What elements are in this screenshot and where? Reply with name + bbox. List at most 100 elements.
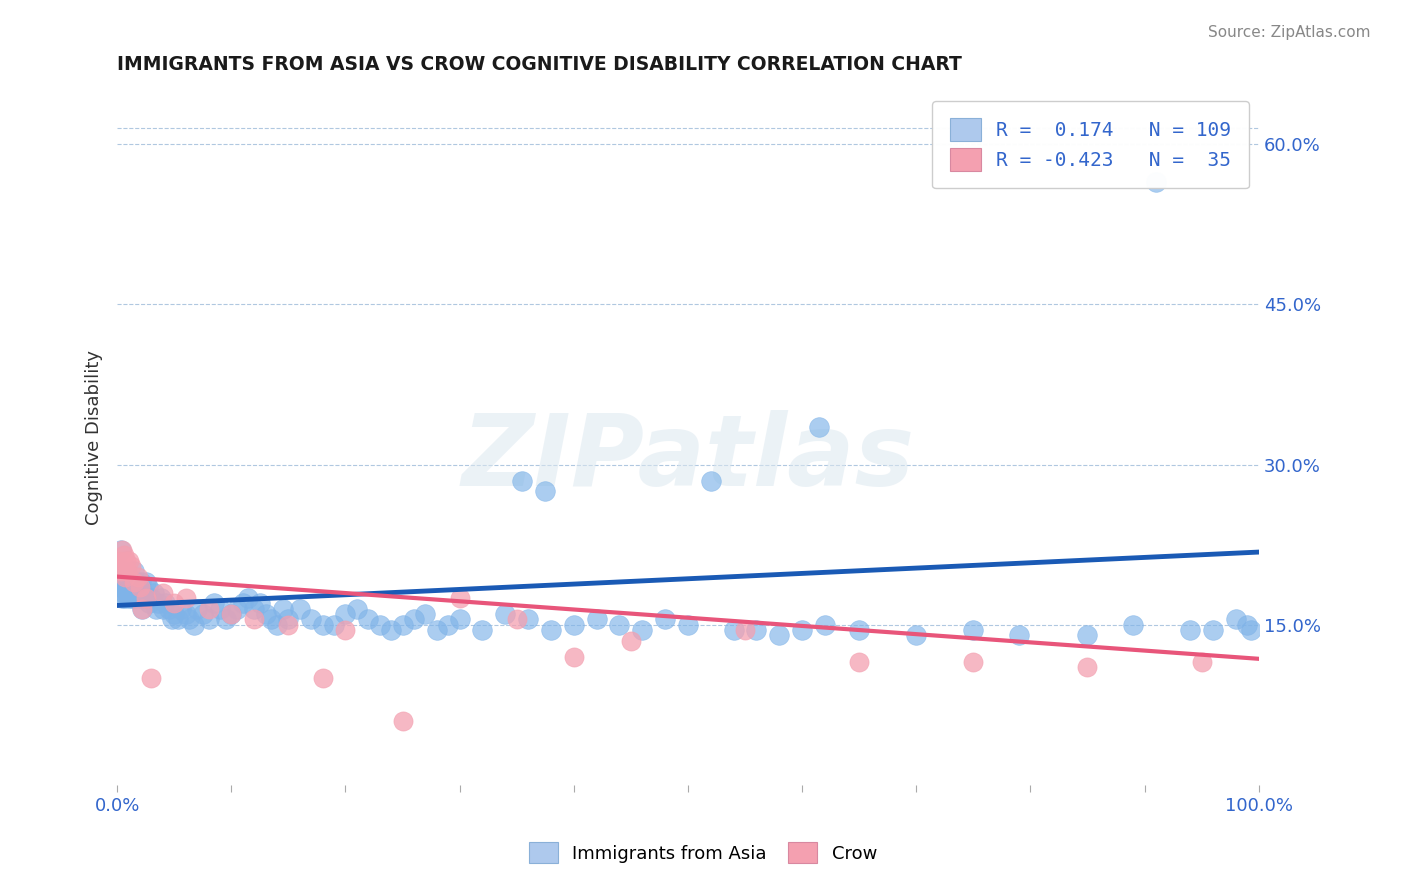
Point (118, 580, 141, 594)
Point (138, 596, 160, 610)
Point (226, 601, 249, 615)
Point (506, 612, 529, 626)
Point (562, 649, 585, 664)
Point (136, 580, 159, 594)
Point (1144, 175, 1167, 189)
Point (449, 612, 471, 626)
Point (124, 580, 146, 594)
Point (124, 591, 146, 605)
Point (117, 574, 139, 589)
Point (111, 564, 134, 578)
Point (145, 601, 167, 615)
Point (1076, 660, 1098, 674)
Point (160, 612, 183, 626)
Legend: R =  0.174   N = 109, R = -0.423   N =  35: R = 0.174 N = 109, R = -0.423 N = 35 (932, 101, 1249, 188)
Point (112, 585, 135, 599)
Point (111, 591, 134, 605)
Point (323, 617, 346, 632)
Point (114, 591, 136, 605)
Point (117, 564, 139, 578)
Point (148, 596, 170, 610)
Point (426, 623, 449, 637)
Point (174, 607, 197, 621)
Point (124, 574, 146, 589)
Point (391, 714, 413, 728)
Point (277, 617, 299, 632)
Point (127, 580, 149, 594)
Point (299, 612, 322, 626)
Point (723, 623, 745, 637)
Point (449, 591, 471, 605)
Legend: Immigrants from Asia, Crow: Immigrants from Asia, Crow (520, 833, 886, 872)
Point (254, 607, 277, 621)
Point (120, 585, 142, 599)
Point (848, 655, 870, 669)
Point (1008, 628, 1031, 642)
Point (110, 580, 132, 594)
Point (1236, 617, 1258, 632)
Point (391, 617, 413, 632)
Point (1240, 623, 1263, 637)
Point (163, 596, 186, 610)
Point (311, 617, 333, 632)
Point (208, 601, 231, 615)
Point (243, 601, 266, 615)
Point (111, 580, 134, 594)
Point (249, 596, 271, 610)
Point (117, 591, 139, 605)
Point (221, 607, 243, 621)
Point (700, 474, 723, 488)
Point (609, 617, 631, 632)
Point (114, 574, 136, 589)
Point (153, 596, 176, 610)
Point (437, 617, 460, 632)
Point (127, 569, 149, 583)
Point (170, 601, 193, 615)
Point (121, 591, 143, 605)
Point (174, 591, 197, 605)
Point (115, 580, 138, 594)
Point (335, 623, 357, 637)
Point (115, 553, 138, 567)
Point (790, 623, 813, 637)
Text: ZIPatlas: ZIPatlas (461, 410, 914, 508)
Point (111, 574, 134, 589)
Point (271, 601, 294, 615)
Point (110, 543, 132, 558)
Point (112, 569, 135, 583)
Point (260, 612, 283, 626)
Point (1180, 623, 1202, 637)
Point (124, 564, 146, 578)
Point (152, 601, 174, 615)
Point (191, 607, 214, 621)
Point (131, 601, 153, 615)
Point (734, 623, 756, 637)
Point (163, 607, 186, 621)
Point (122, 574, 145, 589)
Point (115, 569, 138, 583)
Point (129, 574, 152, 589)
Point (125, 574, 148, 589)
Point (266, 617, 288, 632)
Point (186, 601, 208, 615)
Point (117, 553, 139, 567)
Point (183, 617, 205, 632)
Point (494, 607, 516, 621)
Point (517, 612, 540, 626)
Point (808, 420, 831, 434)
Point (1076, 628, 1098, 642)
Point (1202, 623, 1225, 637)
Point (166, 612, 188, 626)
Point (512, 474, 534, 488)
Point (402, 612, 425, 626)
Point (221, 607, 243, 621)
Text: IMMIGRANTS FROM ASIA VS CROW COGNITIVE DISABILITY CORRELATION CHART: IMMIGRANTS FROM ASIA VS CROW COGNITIVE D… (117, 55, 962, 74)
Point (120, 558, 142, 573)
Point (114, 569, 136, 583)
Point (471, 623, 494, 637)
Point (905, 628, 928, 642)
Point (368, 617, 391, 632)
Point (620, 633, 643, 648)
Point (357, 612, 380, 626)
Point (135, 591, 157, 605)
